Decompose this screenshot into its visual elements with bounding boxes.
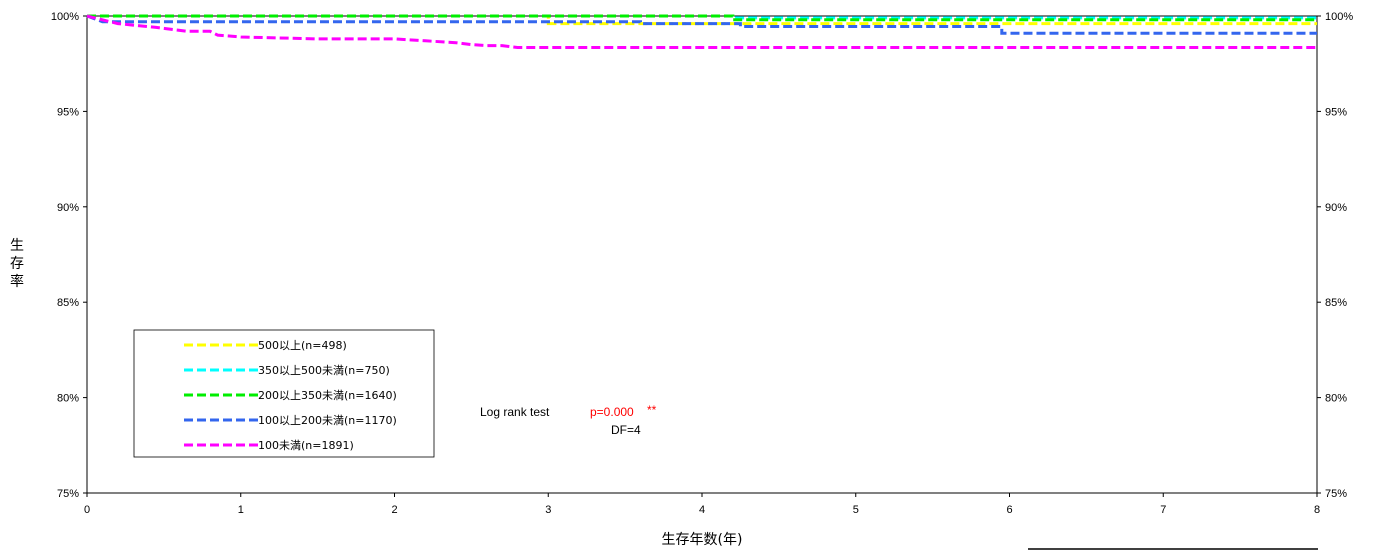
y-tick-label-right: 90%	[1325, 202, 1347, 214]
y-tick-label-right: 85%	[1325, 297, 1347, 309]
x-tick-label: 1	[238, 504, 244, 516]
x-tick-label: 0	[84, 504, 90, 516]
y-tick-label-right: 100%	[1325, 11, 1353, 23]
x-tick-label: 2	[391, 504, 397, 516]
y-tick-label-left: 100%	[51, 11, 79, 23]
p-value: p=0.000	[590, 405, 634, 419]
y-tick-label-left: 90%	[57, 202, 79, 214]
y-tick-label-right: 95%	[1325, 106, 1347, 118]
series-lines	[86, 14, 1317, 49]
x-tick-label: 8	[1314, 504, 1320, 516]
series-line-4	[86, 14, 1317, 35]
legend-label-4: 100以上200未満(n=1170)	[258, 414, 397, 427]
y-tick-label-right: 80%	[1325, 393, 1347, 405]
log-rank-annotation: Log rank test p=0.000 ** DF=4	[480, 403, 657, 437]
legend-label-5: 100未満(n=1891)	[258, 439, 354, 452]
y-tick-label-right: 75%	[1325, 488, 1347, 500]
y-tick-label-left: 85%	[57, 297, 79, 309]
x-tick-label: 3	[545, 504, 551, 516]
y-axis-title: 生存率	[10, 238, 24, 290]
series-line-3	[87, 14, 1317, 22]
y-axis-title-char: 存	[10, 256, 24, 272]
y-axis-title-char: 率	[10, 273, 24, 290]
x-tick-label: 6	[1006, 504, 1012, 516]
legend-label-1: 500以上(n=498)	[258, 339, 347, 352]
y-tick-label-left: 95%	[57, 106, 79, 118]
log-rank-label: Log rank test	[480, 405, 550, 419]
x-tick-label: 7	[1160, 504, 1166, 516]
degrees-of-freedom: DF=4	[611, 423, 641, 437]
significance-stars: **	[647, 403, 657, 417]
y-tick-label-left: 75%	[57, 488, 79, 500]
y-tick-label-left: 80%	[57, 393, 79, 405]
y-axis-title-char: 生	[10, 238, 24, 254]
x-tick-label: 5	[853, 504, 859, 516]
x-tick-label: 4	[699, 504, 705, 516]
series-line-1	[87, 14, 1317, 26]
legend-label-2: 350以上500未満(n=750)	[258, 364, 390, 377]
series-line-5	[86, 14, 1317, 49]
legend: 500以上(n=498) 350以上500未満(n=750) 200以上350未満(…	[133, 329, 435, 458]
legend-label-3: 200以上350未満(n=1640)	[258, 389, 397, 402]
x-axis-title: 生存年数(年)	[662, 532, 743, 548]
